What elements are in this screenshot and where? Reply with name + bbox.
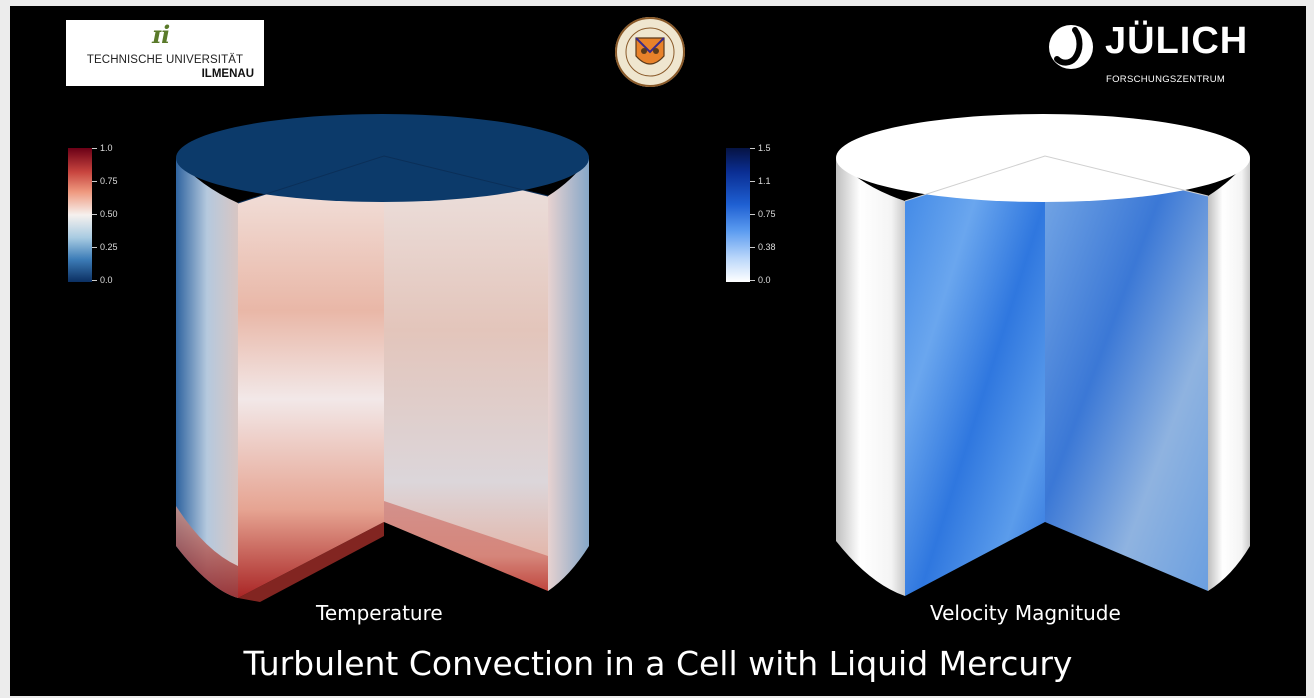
- tu-ilmenau-mark: ɪi: [152, 20, 171, 49]
- tu-ilmenau-line1: TECHNISCHE UNIVERSITÄT: [86, 54, 244, 66]
- temperature-tick: 1.0: [92, 143, 113, 153]
- temperature-tick: 0.25: [92, 242, 118, 252]
- tu-ilmenau-logo: ɪi TECHNISCHE UNIVERSITÄT ILMENAU: [66, 20, 264, 86]
- temperature-label: Temperature: [316, 601, 443, 625]
- juelich-subtitle: FORSCHUNGSZENTRUM: [1106, 74, 1226, 85]
- velocity-label: Velocity Magnitude: [930, 601, 1121, 625]
- velocity-tick: 0.75: [750, 209, 776, 219]
- temperature-colorbar: [68, 148, 92, 282]
- tu-ilmenau-line2: ILMENAU: [201, 68, 254, 80]
- figure-frame: ɪi TECHNISCHE UNIVERSITÄT ILMENAU JÜLICH…: [10, 6, 1306, 696]
- temperature-tick: 0.50: [92, 209, 118, 219]
- velocity-tick: 1.5: [750, 143, 771, 153]
- velocity-cylinder: [836, 114, 1250, 596]
- velocity-tick: 0.0: [750, 275, 771, 285]
- juelich-name: JÜLICH: [1105, 20, 1249, 62]
- velocity-colorbar: [726, 148, 750, 282]
- figure-title: Turbulent Convection in a Cell with Liqu…: [243, 644, 1073, 683]
- velocity-tick: 0.38: [750, 242, 776, 252]
- temperature-tick: 0.75: [92, 176, 118, 186]
- juelich-logo-icon: [1049, 25, 1093, 69]
- seal-icon: [615, 17, 685, 87]
- temperature-cylinder: [176, 114, 589, 602]
- temperature-tick: 0.0: [92, 275, 113, 285]
- velocity-tick: 1.1: [750, 176, 771, 186]
